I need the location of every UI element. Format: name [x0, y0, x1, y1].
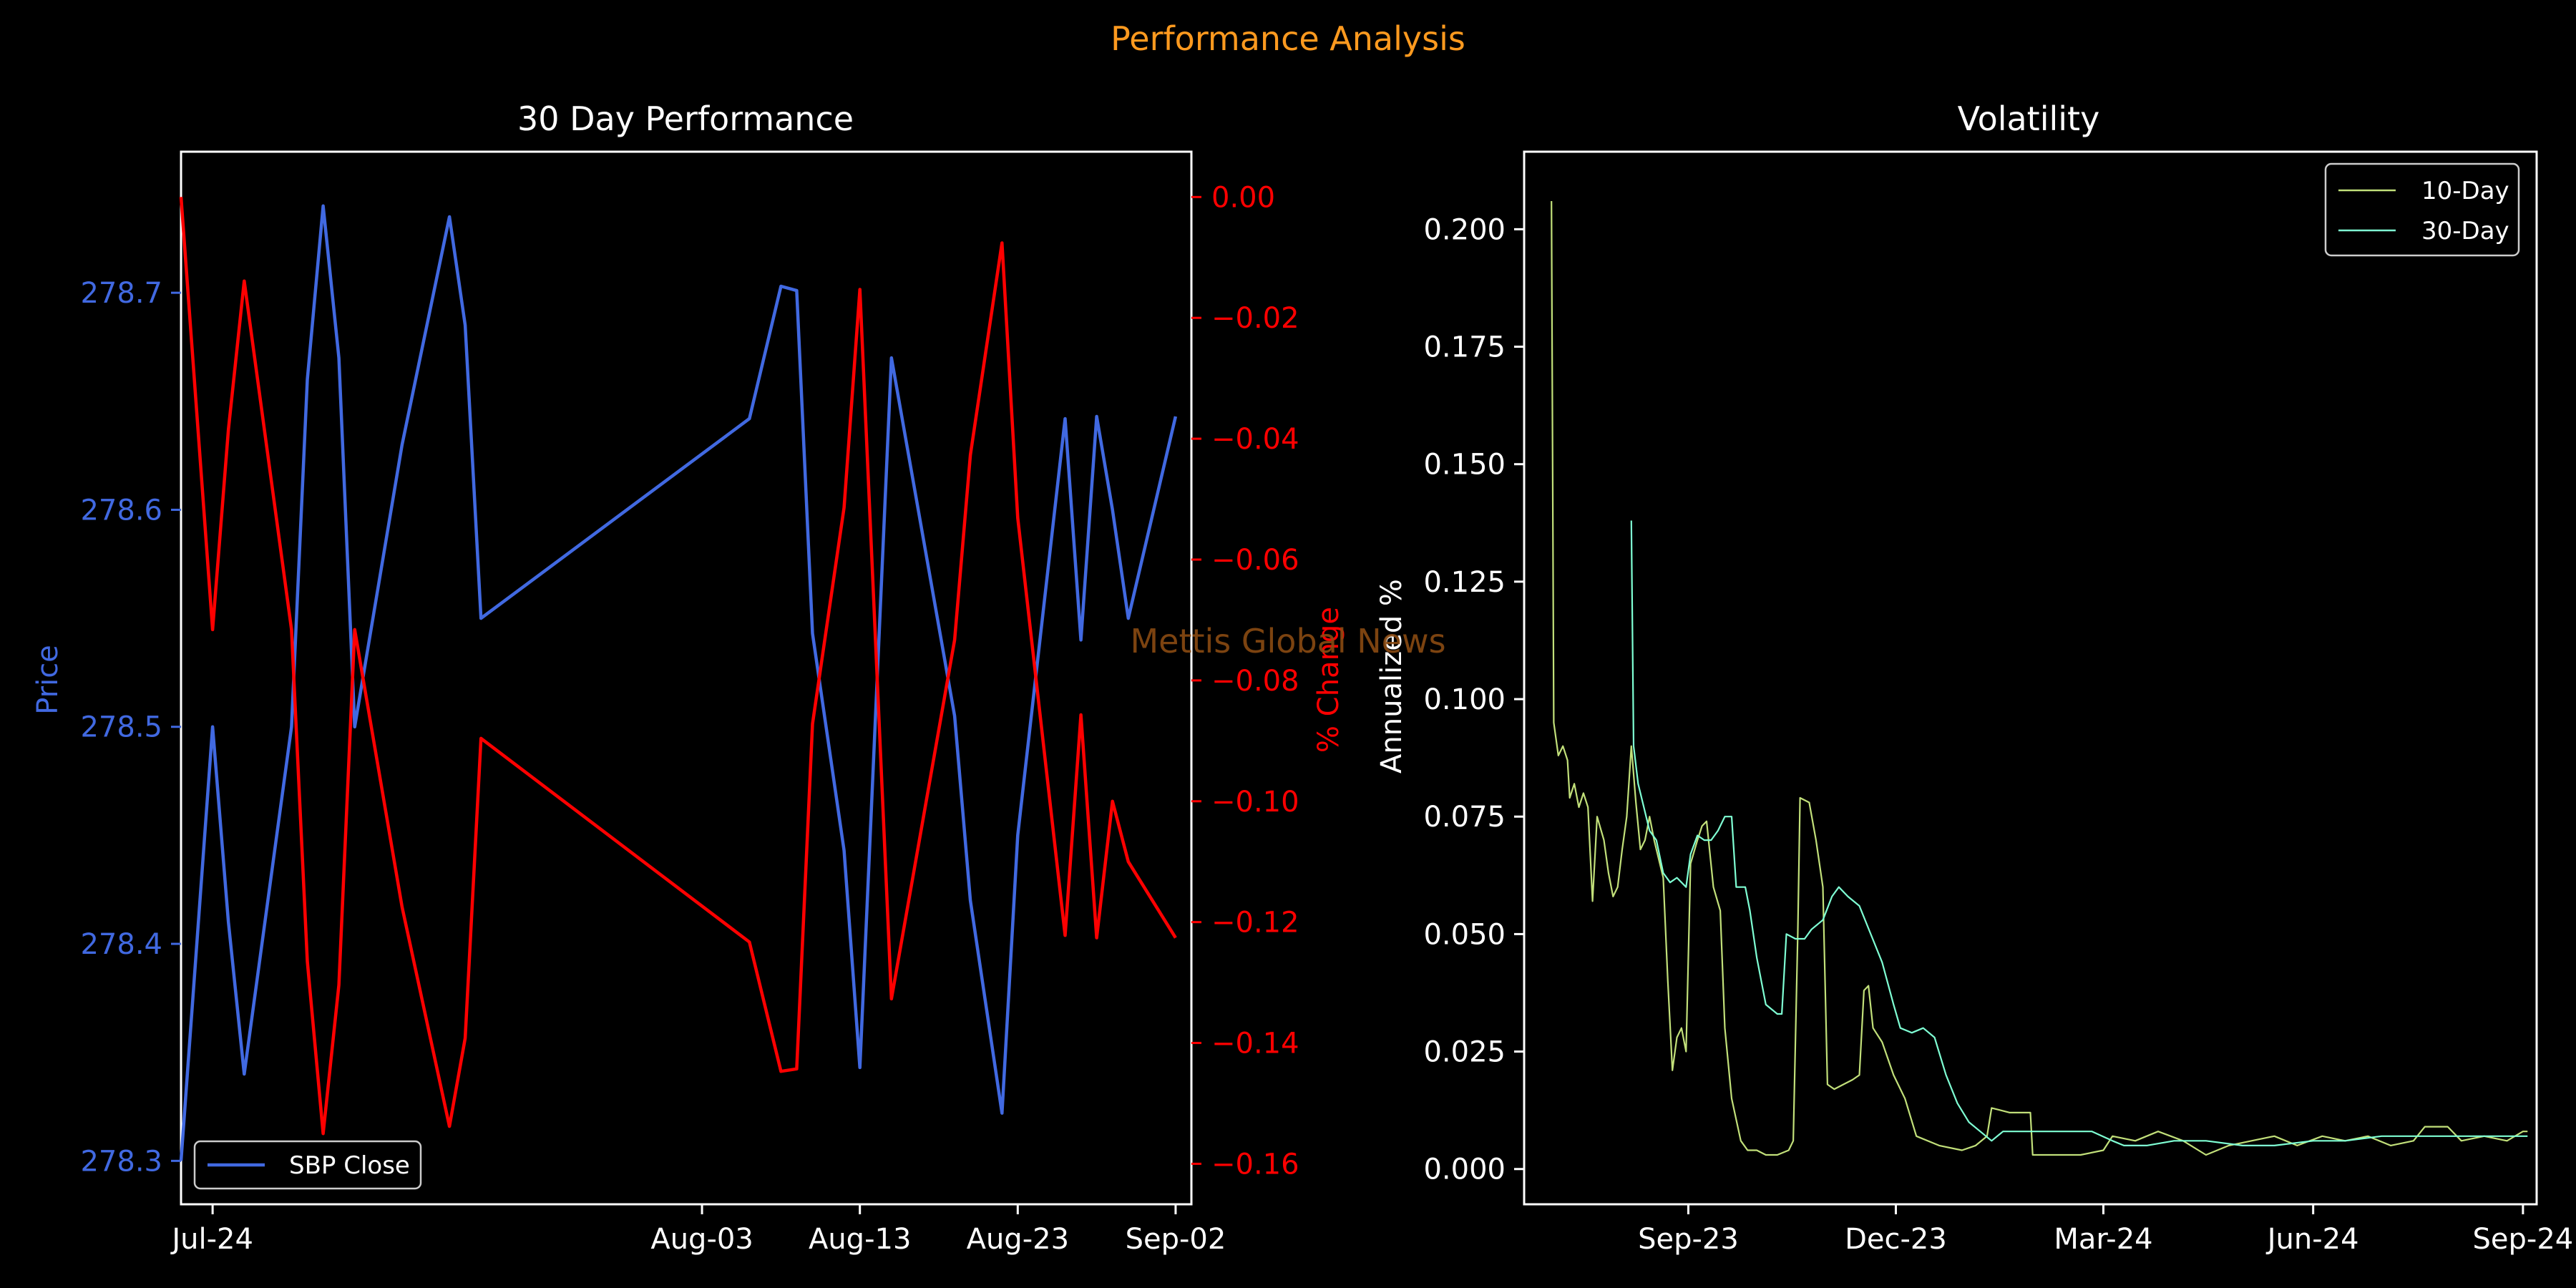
x-tick-label: Sep-24	[2473, 1223, 2574, 1256]
x-tick-label: Jul-24	[170, 1223, 253, 1256]
performance-panel: Jul-24 Aug-03 Aug-13 Aug-23 Sep-02 278.3 278.4…	[31, 99, 1345, 1256]
vol-10-day-line	[1551, 200, 2528, 1156]
pct-tick-label: −0.02	[1211, 302, 1299, 335]
legend-frame	[2324, 162, 2520, 257]
x-tick-label: Sep-23	[1638, 1223, 1739, 1256]
pct-change-axis-label: % Change	[1312, 607, 1345, 753]
performance-title: 30 Day Performance	[517, 99, 854, 138]
vol-30-day-line	[1630, 520, 2528, 1146]
pct-tick-label: −0.14	[1211, 1028, 1299, 1060]
x-tick-label: Aug-13	[809, 1223, 911, 1256]
price-axis-label: Price	[31, 645, 64, 715]
y-tick-label: 0.175	[1423, 331, 1506, 364]
y-tick-label: 0.000	[1423, 1153, 1506, 1186]
pct-tick-label: −0.06	[1211, 544, 1299, 577]
x-tick-label: Aug-23	[967, 1223, 1069, 1256]
volatility-legend: 10-Day 30-Day	[2324, 162, 2520, 257]
volatility-panel: Sep-23 Dec-23 Mar-24 Jun-24 Sep-24 0.000 0.025…	[1375, 99, 2573, 1256]
volatility-axes-frame	[1523, 150, 2538, 1206]
y-tick-label: 0.100	[1423, 683, 1506, 716]
pct-tick-label: −0.04	[1211, 423, 1299, 456]
price-tick-label: 278.6	[80, 494, 162, 527]
sbp-close-line	[179, 204, 1178, 1161]
legend-frame	[193, 1140, 422, 1190]
x-tick-label: Aug-03	[650, 1223, 753, 1256]
legend-label-10-day: 10-Day	[2421, 177, 2509, 205]
watermark: Mettis Global News	[1130, 622, 1445, 660]
x-tick-label: Sep-02	[1126, 1223, 1226, 1256]
price-tick-label: 278.3	[80, 1145, 162, 1178]
price-tick-label: 278.7	[80, 277, 162, 310]
y-tick-label: 0.125	[1423, 566, 1506, 599]
pct-tick-label: −0.16	[1211, 1148, 1299, 1181]
legend-label-sbp-close: SBP Close	[289, 1151, 410, 1180]
volatility-title: Volatility	[1958, 99, 2100, 138]
volatility-plot-area: Sep-23 Dec-23 Mar-24 Jun-24 Sep-24 0.000 0.025…	[1423, 150, 2574, 1256]
performance-plot-area: Jul-24 Aug-03 Aug-13 Aug-23 Sep-02 278.3 278.4…	[80, 150, 1299, 1256]
pct-tick-label: −0.12	[1211, 907, 1299, 940]
y-tick-label: 0.050	[1423, 918, 1506, 951]
y-tick-label: 0.025	[1423, 1036, 1506, 1069]
legend-label-30-day: 30-Day	[2421, 217, 2509, 245]
figure-title: Performance Analysis	[1111, 19, 1465, 58]
x-tick-label: Dec-23	[1845, 1223, 1947, 1256]
y-tick-label: 0.150	[1423, 449, 1506, 482]
pct-tick-label: −0.08	[1211, 665, 1299, 698]
pct-tick-label: 0.00	[1211, 181, 1275, 214]
price-tick-label: 278.4	[80, 928, 162, 961]
pct-tick-label: −0.10	[1211, 786, 1299, 819]
y-tick-label: 0.200	[1423, 213, 1506, 246]
performance-legend: SBP Close	[193, 1140, 422, 1190]
x-tick-label: Jun-24	[2265, 1223, 2359, 1256]
price-tick-label: 278.5	[80, 711, 162, 744]
volatility-axis-label: Annualized %	[1375, 579, 1408, 774]
x-tick-label: Mar-24	[2054, 1223, 2152, 1256]
y-tick-label: 0.075	[1423, 801, 1506, 834]
performance-axes-frame	[180, 150, 1193, 1206]
pct-change-line	[179, 197, 1177, 1136]
